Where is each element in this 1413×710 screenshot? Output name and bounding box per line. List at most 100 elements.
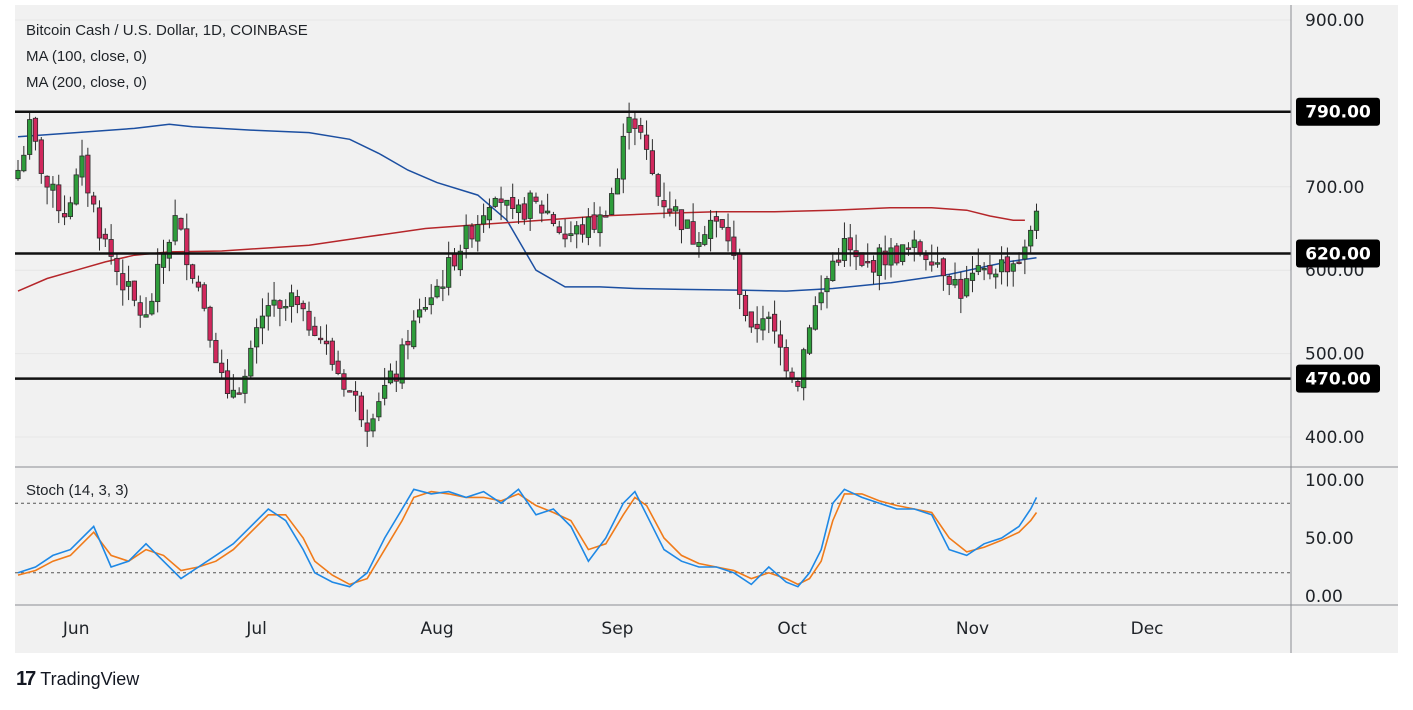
candle-body	[754, 323, 760, 330]
candle-body	[207, 306, 213, 341]
candle-body	[1028, 229, 1034, 247]
candle-body	[56, 184, 62, 212]
x-tick-label: Sep	[601, 619, 633, 639]
x-tick-label: Nov	[956, 619, 989, 639]
candle-body	[230, 389, 236, 398]
candle-body	[556, 226, 562, 233]
candle-body	[504, 199, 510, 206]
candle-body	[370, 418, 376, 432]
candle-body	[533, 196, 539, 202]
candle-body	[632, 118, 638, 129]
candle-body	[149, 300, 155, 315]
tradingview-logo[interactable]: 17 TradingView	[16, 668, 139, 691]
candle-body	[219, 362, 225, 374]
candle-body	[661, 200, 667, 208]
candle-body	[731, 236, 737, 256]
stoch-y-tick-label: 50.00	[1305, 529, 1354, 549]
candle-body	[172, 215, 178, 242]
chart-title: Bitcoin Cash / U.S. Dollar, 1D, COINBASE	[26, 22, 308, 39]
candle-body	[766, 316, 772, 319]
candle-body	[155, 263, 161, 303]
candle-body	[189, 264, 196, 279]
candle-body	[620, 135, 626, 180]
candle-body	[847, 237, 853, 251]
candle-body	[277, 300, 283, 309]
candle-body	[905, 247, 912, 250]
candle-body	[73, 174, 79, 205]
candle-body	[224, 370, 231, 394]
candle-body	[347, 390, 353, 393]
candle-body	[137, 302, 143, 316]
candle-body	[806, 327, 813, 354]
candle-body	[102, 233, 108, 240]
y-tick-label: 500.00	[1305, 345, 1364, 365]
candle-body	[772, 313, 778, 332]
candle-body	[510, 196, 516, 210]
candle-body	[579, 224, 586, 235]
candle-body	[998, 259, 1005, 273]
candle-body	[376, 401, 382, 418]
candle-body	[865, 261, 871, 264]
candle-body	[643, 134, 650, 150]
candle-body	[614, 178, 621, 195]
candle-body	[638, 125, 644, 133]
candle-body	[911, 239, 917, 248]
candle-body	[335, 360, 341, 375]
candle-body	[242, 375, 248, 394]
candle-body	[38, 139, 44, 174]
candle-body	[96, 207, 103, 239]
candle-body	[259, 315, 266, 329]
x-tick-label: Dec	[1131, 619, 1164, 639]
candle-body	[667, 208, 673, 213]
candle-body	[678, 209, 685, 231]
stoch-d-line	[17, 490, 1038, 586]
candle-body	[958, 278, 964, 299]
candle-body	[707, 219, 714, 239]
candle-body	[836, 259, 842, 263]
stoch-y-tick-label: 0.00	[1305, 587, 1343, 607]
candle-body	[1016, 261, 1022, 264]
candle-body	[527, 192, 533, 219]
candle-body	[50, 183, 56, 191]
ma200-legend: MA (200, close, 0)	[26, 74, 147, 91]
candle-body	[283, 306, 289, 309]
candle-body	[125, 281, 132, 287]
ma100-legend: MA (100, close, 0)	[26, 48, 147, 65]
candle-body	[91, 195, 97, 205]
candle-body	[85, 154, 91, 194]
candle-body	[760, 318, 766, 331]
candle-body	[888, 247, 894, 266]
candle-body	[539, 204, 545, 214]
level-badge	[1296, 364, 1380, 393]
candle-body	[940, 258, 946, 277]
candle-body	[603, 215, 609, 218]
candle-body	[521, 203, 527, 220]
candle-body	[882, 250, 888, 266]
candle-body	[597, 214, 603, 234]
candle-body	[318, 337, 324, 341]
candle-body	[184, 228, 190, 266]
candle-body	[964, 278, 970, 297]
candle-body	[696, 242, 702, 247]
candle-body	[818, 292, 824, 304]
candle-body	[44, 175, 50, 188]
candle-body	[975, 265, 981, 273]
candle-body	[143, 314, 149, 318]
candle-body	[469, 225, 475, 240]
candle-body	[486, 207, 493, 221]
candle-body	[801, 349, 807, 389]
candle-body	[725, 226, 731, 242]
candle-body	[341, 373, 347, 390]
candle-body	[32, 117, 39, 142]
candle-body	[626, 116, 632, 133]
candle-body	[457, 250, 463, 271]
candle-body	[969, 272, 976, 281]
candle-body	[545, 210, 551, 214]
x-tick-label: Jul	[245, 619, 267, 639]
candle-body	[923, 254, 929, 261]
candle-body	[946, 275, 952, 285]
candle-body	[300, 302, 306, 310]
candle-body	[160, 253, 167, 268]
candle-body	[201, 284, 207, 309]
